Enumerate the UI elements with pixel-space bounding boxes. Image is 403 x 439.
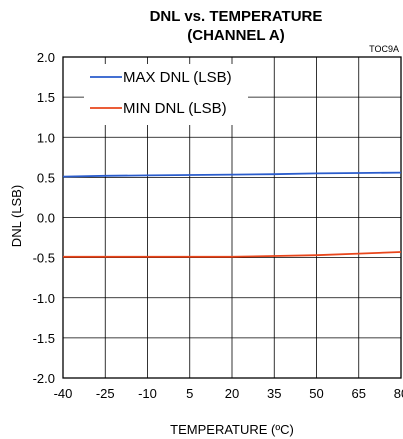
y-tick-label: 2.0 [37,50,55,65]
legend-label-min-dnl: MIN DNL (LSB) [123,100,227,117]
y-tick-label: -0.5 [33,251,55,266]
x-axis-label: TEMPERATURE (ºC) [170,422,294,437]
y-tick-label: -1.0 [33,291,55,306]
x-tick-label: 65 [352,386,366,401]
x-tick-label: -40 [54,386,73,401]
y-tick-label: 1.5 [37,90,55,105]
series-line-max-dnl [62,171,402,178]
y-axis-ticks: 2.0 1.5 1.0 0.5 0.0 -0.5 -1.0 -1.5 -2.0 [33,50,55,386]
y-axis-label: DNL (LSB) [9,185,24,247]
x-tick-label: 50 [309,386,323,401]
x-axis-ticks: -40 -25 -10 5 20 35 50 65 80 [54,386,403,401]
x-tick-label: 80 [394,386,403,401]
x-tick-label: 20 [225,386,239,401]
y-tick-label: 0.0 [37,211,55,226]
chart-title: DNL vs. TEMPERATURE [150,8,323,25]
series-group [62,171,402,258]
legend: MAX DNL (LSB) MIN DNL (LSB) [90,69,232,117]
y-tick-label: -2.0 [33,371,55,386]
legend-label-max-dnl: MAX DNL (LSB) [123,69,232,86]
y-tick-label: 0.5 [37,170,55,185]
plot-frame [62,56,402,379]
x-tick-label: -10 [138,386,157,401]
y-tick-label: -1.5 [33,331,55,346]
series-line-min-dnl [63,251,402,258]
y-tick-label: 1.0 [37,130,55,145]
x-tick-label: 5 [186,386,193,401]
figure-code: TOC9A [369,44,399,54]
x-tick-label: 35 [267,386,281,401]
x-tick-label: -25 [96,386,115,401]
legend-background [84,64,248,125]
chart-subtitle: (CHANNEL A) [187,27,285,44]
